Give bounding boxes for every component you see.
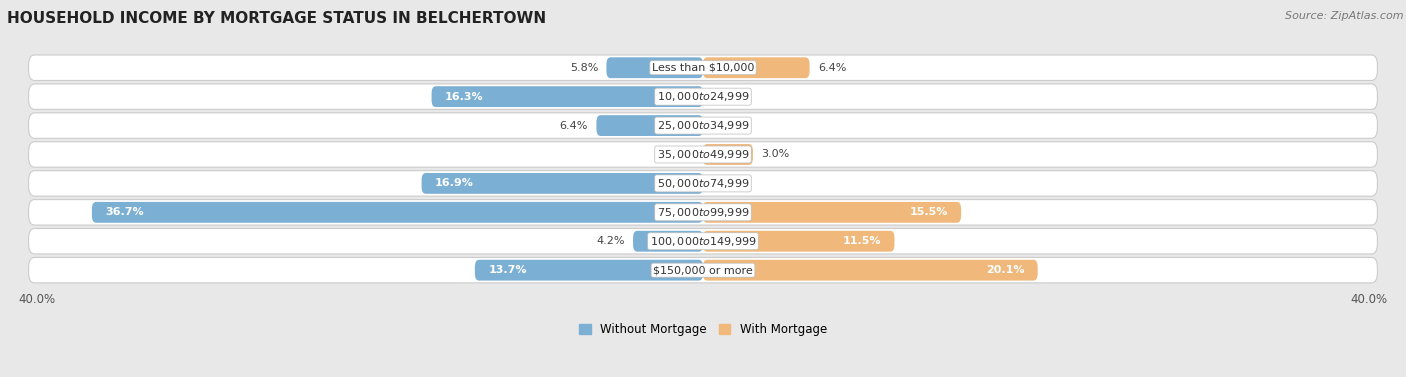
Text: $35,000 to $49,999: $35,000 to $49,999 (657, 148, 749, 161)
FancyBboxPatch shape (28, 55, 1378, 80)
Text: 36.7%: 36.7% (105, 207, 143, 217)
FancyBboxPatch shape (633, 231, 703, 252)
Text: $150,000 or more: $150,000 or more (654, 265, 752, 275)
Text: 6.4%: 6.4% (560, 121, 588, 130)
Text: $10,000 to $24,999: $10,000 to $24,999 (657, 90, 749, 103)
Text: $25,000 to $34,999: $25,000 to $34,999 (657, 119, 749, 132)
Text: HOUSEHOLD INCOME BY MORTGAGE STATUS IN BELCHERTOWN: HOUSEHOLD INCOME BY MORTGAGE STATUS IN B… (7, 11, 546, 26)
FancyBboxPatch shape (703, 57, 810, 78)
Text: 0.0%: 0.0% (711, 178, 740, 188)
FancyBboxPatch shape (422, 173, 703, 194)
Text: $50,000 to $74,999: $50,000 to $74,999 (657, 177, 749, 190)
Text: 4.2%: 4.2% (596, 236, 624, 246)
FancyBboxPatch shape (28, 199, 1378, 225)
FancyBboxPatch shape (28, 171, 1378, 196)
FancyBboxPatch shape (606, 57, 703, 78)
Text: 11.5%: 11.5% (842, 236, 882, 246)
FancyBboxPatch shape (91, 202, 703, 223)
Text: 5.8%: 5.8% (569, 63, 598, 73)
Text: 13.7%: 13.7% (488, 265, 527, 275)
Text: 20.1%: 20.1% (986, 265, 1025, 275)
FancyBboxPatch shape (703, 202, 962, 223)
Text: Less than $10,000: Less than $10,000 (652, 63, 754, 73)
Text: 6.4%: 6.4% (818, 63, 846, 73)
Text: Source: ZipAtlas.com: Source: ZipAtlas.com (1285, 11, 1403, 21)
FancyBboxPatch shape (28, 142, 1378, 167)
Text: 3.0%: 3.0% (761, 150, 790, 159)
Text: 0.0%: 0.0% (711, 92, 740, 102)
FancyBboxPatch shape (703, 231, 894, 252)
Text: $100,000 to $149,999: $100,000 to $149,999 (650, 235, 756, 248)
FancyBboxPatch shape (475, 260, 703, 280)
FancyBboxPatch shape (596, 115, 703, 136)
FancyBboxPatch shape (703, 260, 1038, 280)
Legend: Without Mortgage, With Mortgage: Without Mortgage, With Mortgage (579, 323, 827, 336)
FancyBboxPatch shape (28, 113, 1378, 138)
FancyBboxPatch shape (703, 144, 754, 165)
Text: 16.3%: 16.3% (444, 92, 484, 102)
FancyBboxPatch shape (28, 228, 1378, 254)
FancyBboxPatch shape (432, 86, 703, 107)
Text: 0.0%: 0.0% (666, 150, 695, 159)
FancyBboxPatch shape (28, 84, 1378, 109)
FancyBboxPatch shape (28, 257, 1378, 283)
Text: 16.9%: 16.9% (434, 178, 474, 188)
Text: 15.5%: 15.5% (910, 207, 948, 217)
Text: 0.0%: 0.0% (711, 121, 740, 130)
Text: $75,000 to $99,999: $75,000 to $99,999 (657, 206, 749, 219)
